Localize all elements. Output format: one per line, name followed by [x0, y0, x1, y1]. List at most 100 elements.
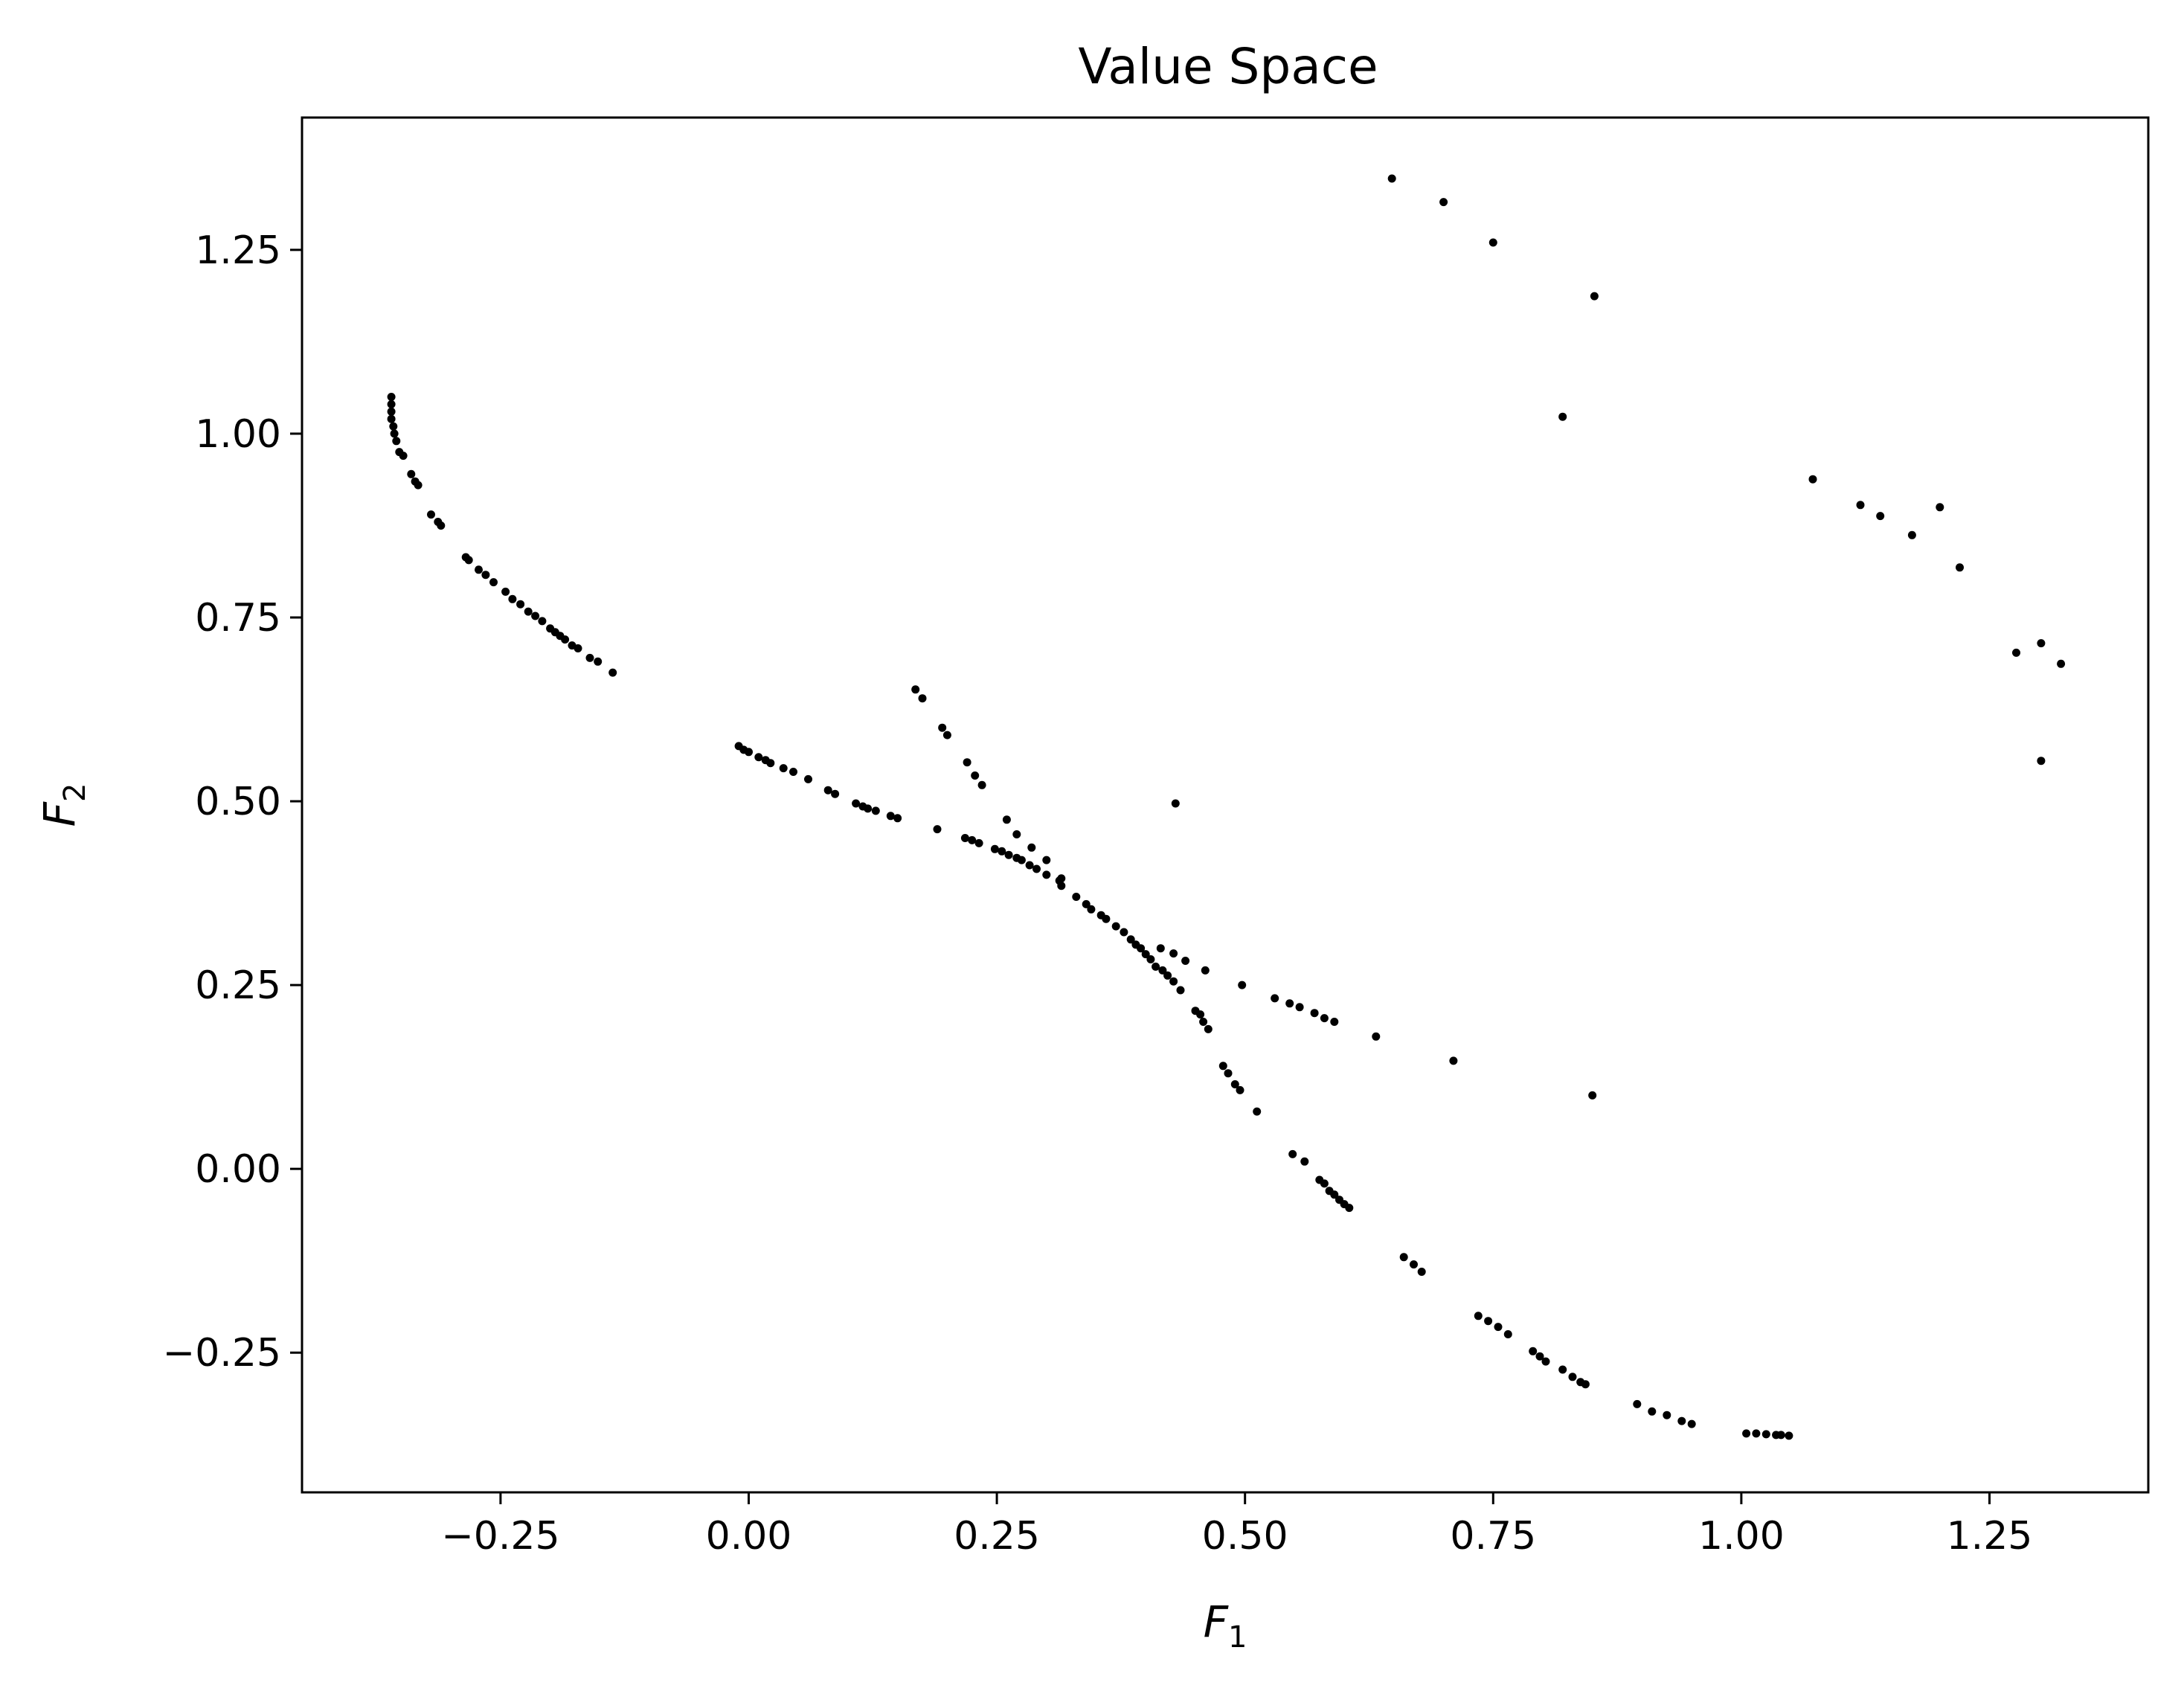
- data-point-162: [1907, 530, 1916, 539]
- data-point-150: [1449, 1056, 1458, 1065]
- data-point-37: [745, 748, 753, 757]
- data-point-107: [1503, 1330, 1512, 1338]
- data-point-48: [864, 804, 873, 813]
- x-tick-label-3: 0.50: [1202, 1514, 1288, 1559]
- data-point-77: [1146, 955, 1155, 963]
- data-point-50: [886, 812, 895, 821]
- data-point-91: [1253, 1107, 1262, 1116]
- data-point-135: [1027, 843, 1036, 852]
- y-tick-label-5: 1.00: [195, 412, 281, 457]
- data-point-108: [1529, 1347, 1538, 1355]
- data-point-8: [399, 452, 408, 460]
- data-point-3: [387, 414, 396, 423]
- data-point-93: [1300, 1157, 1309, 1166]
- data-point-38: [754, 753, 763, 762]
- y-tick-label-6: 1.25: [195, 228, 281, 273]
- data-point-84: [1196, 1010, 1205, 1019]
- data-point-41: [779, 764, 788, 773]
- data-point-116: [1648, 1407, 1657, 1416]
- y-tick-label-1: 0.00: [195, 1147, 281, 1192]
- data-point-145: [1295, 1003, 1304, 1012]
- data-point-88: [1224, 1069, 1233, 1078]
- data-point-29: [561, 635, 570, 644]
- data-point-55: [974, 838, 983, 847]
- data-point-34: [608, 668, 617, 677]
- data-point-24: [531, 612, 540, 620]
- data-point-114: [1581, 1380, 1590, 1389]
- data-point-160: [1876, 512, 1885, 521]
- data-point-122: [1761, 1430, 1770, 1439]
- data-point-140: [1181, 957, 1190, 965]
- x-tick-label-2: 0.25: [954, 1514, 1040, 1559]
- data-point-62: [1032, 864, 1041, 873]
- data-point-73: [1126, 935, 1135, 944]
- y-tick-label-2: 0.25: [195, 963, 281, 1008]
- data-point-63: [1042, 870, 1051, 879]
- data-point-103: [1417, 1268, 1426, 1276]
- data-point-155: [1488, 238, 1497, 247]
- data-point-134: [1012, 830, 1021, 838]
- data-point-124: [1776, 1431, 1785, 1440]
- data-point-66: [1072, 893, 1081, 901]
- data-point-159: [1856, 501, 1865, 510]
- data-point-130: [963, 758, 971, 767]
- data-point-2: [387, 407, 396, 416]
- data-point-58: [1004, 850, 1013, 859]
- data-point-76: [1141, 950, 1150, 959]
- data-point-152: [1171, 799, 1180, 808]
- data-point-51: [893, 814, 902, 823]
- data-point-138: [1156, 944, 1165, 953]
- data-point-97: [1330, 1190, 1339, 1199]
- data-point-112: [1568, 1373, 1577, 1381]
- data-point-165: [2037, 639, 2046, 648]
- data-point-126: [911, 685, 920, 694]
- data-point-147: [1320, 1014, 1329, 1023]
- data-point-104: [1474, 1312, 1483, 1320]
- data-point-154: [1439, 198, 1448, 207]
- data-point-60: [1017, 856, 1026, 864]
- data-point-149: [1372, 1032, 1381, 1041]
- x-tick-label-1: 0.00: [706, 1514, 792, 1559]
- data-point-86: [1204, 1024, 1213, 1033]
- y-axis-label-subscript: 2: [58, 783, 92, 802]
- data-point-141: [1201, 966, 1210, 975]
- data-point-102: [1410, 1260, 1418, 1269]
- data-point-100: [1345, 1204, 1354, 1213]
- data-point-139: [1169, 949, 1178, 958]
- y-tick-label-4: 0.75: [195, 596, 281, 641]
- x-axis-ticks: −0.25 0.00 0.25 0.50 0.75 1.00 1.25: [441, 1492, 2032, 1559]
- data-point-68: [1087, 905, 1096, 914]
- data-point-42: [789, 768, 797, 776]
- data-point-5: [390, 429, 399, 438]
- data-point-105: [1484, 1317, 1493, 1326]
- data-point-16: [464, 556, 473, 565]
- data-point-148: [1330, 1018, 1339, 1026]
- data-point-1: [387, 399, 396, 408]
- data-point-127: [918, 694, 927, 703]
- data-points: [387, 174, 2066, 1440]
- data-point-164: [2012, 648, 2020, 657]
- y-axis-label-base: F: [34, 800, 85, 827]
- data-point-128: [938, 723, 947, 732]
- y-axis-ticks: −0.25 0.00 0.25 0.50 0.75 1.00 1.25: [163, 228, 302, 1376]
- data-point-6: [392, 437, 401, 446]
- data-point-163: [1956, 563, 1964, 572]
- x-axis-label: F1: [1204, 1596, 1247, 1655]
- data-point-89: [1230, 1080, 1239, 1088]
- data-point-70: [1102, 914, 1111, 923]
- data-point-82: [1176, 986, 1185, 995]
- data-point-72: [1120, 928, 1128, 937]
- data-point-81: [1169, 977, 1178, 986]
- data-point-19: [489, 578, 498, 587]
- data-point-161: [1936, 503, 1944, 512]
- y-axis-label: F2: [34, 783, 92, 827]
- data-point-106: [1494, 1323, 1503, 1332]
- data-point-21: [508, 594, 517, 603]
- data-point-67: [1082, 899, 1091, 908]
- data-point-0: [387, 393, 396, 401]
- data-point-120: [1742, 1429, 1751, 1438]
- data-point-131: [971, 771, 980, 780]
- data-point-158: [1808, 475, 1817, 484]
